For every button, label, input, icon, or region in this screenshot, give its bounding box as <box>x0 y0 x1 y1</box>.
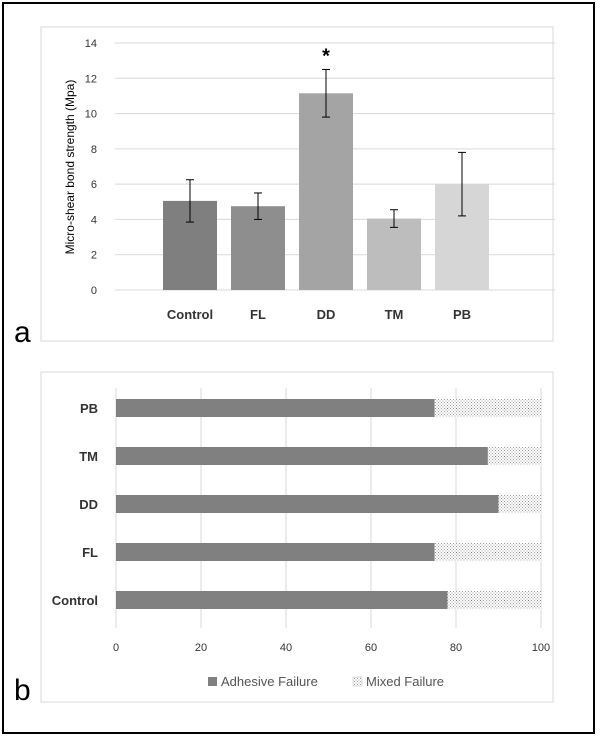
figure-frame <box>2 2 595 734</box>
bar-fl-adhesive-failure <box>116 543 435 561</box>
x-tick-label: 60 <box>365 642 377 654</box>
legend-swatch <box>352 676 363 687</box>
legend-swatch <box>208 677 217 686</box>
bar-pb-adhesive-failure <box>116 399 435 417</box>
chart-b-area <box>40 371 554 703</box>
chart-a-y-ticks: 0 2 4 6 8 10 12 14 <box>85 38 97 297</box>
chart-b-x-ticks: 0 20 40 60 80 100 <box>113 642 550 654</box>
category-label: DD <box>79 497 98 512</box>
bar-tm-adhesive-failure <box>116 447 488 465</box>
y-tick-label: 0 <box>91 285 97 297</box>
y-tick-label: 8 <box>91 144 97 156</box>
y-tick-label: 12 <box>85 73 97 85</box>
bar-fl-mixed-failure <box>434 543 541 561</box>
category-label: PB <box>453 307 471 322</box>
bar-tm-mixed-failure <box>487 447 541 465</box>
y-tick-label: 6 <box>91 179 97 191</box>
bar-dd-adhesive-failure <box>116 495 499 513</box>
x-tick-label: 80 <box>450 642 462 654</box>
chart-a-y-label: Micro-shear bond strength (Mpa) <box>63 80 77 255</box>
x-tick-label: 40 <box>280 642 292 654</box>
bar-pb-mixed-failure <box>434 399 541 417</box>
x-tick-label: 0 <box>113 642 119 654</box>
legend-label: Mixed Failure <box>366 674 444 689</box>
y-tick-label: 14 <box>85 38 97 50</box>
chart-b: 0 20 40 60 80 100 PB TM DD FL Control Adhesive Fa… <box>14 371 554 707</box>
chart-a: 0 2 4 6 8 10 12 14 Control FL DD TM PB * Micro-shea… <box>14 26 555 349</box>
bar-tm <box>367 218 421 290</box>
chart-b-panel-label: b <box>14 674 31 707</box>
chart-a-panel-label: a <box>14 316 31 349</box>
category-label: Control <box>167 307 213 322</box>
chart-a-annotation: * <box>322 45 330 67</box>
y-tick-label: 10 <box>85 109 97 121</box>
category-label: PB <box>80 401 98 416</box>
category-label: DD <box>317 307 336 322</box>
chart-b-legend: Adhesive Failure Mixed Failure <box>208 674 444 689</box>
bar-control-adhesive-failure <box>116 591 448 609</box>
legend-label: Adhesive Failure <box>221 674 318 689</box>
x-tick-label: 100 <box>532 642 550 654</box>
chart-a-categories: Control FL DD TM PB <box>167 307 471 322</box>
category-label: FL <box>250 307 266 322</box>
category-label: TM <box>385 307 404 322</box>
y-tick-label: 4 <box>91 214 97 226</box>
x-tick-label: 20 <box>195 642 207 654</box>
chart-b-bars <box>116 399 541 609</box>
chart-a-error-bars <box>186 68 466 228</box>
y-tick-label: 2 <box>91 250 97 262</box>
bar-dd-mixed-failure <box>498 495 541 513</box>
bar-control-mixed-failure <box>447 591 541 609</box>
chart-b-categories: PB TM DD FL Control <box>52 401 98 608</box>
bar-dd <box>299 93 353 291</box>
category-label: TM <box>79 449 98 464</box>
category-label: Control <box>52 593 98 608</box>
bar-fl <box>231 206 285 290</box>
category-label: FL <box>82 545 98 560</box>
